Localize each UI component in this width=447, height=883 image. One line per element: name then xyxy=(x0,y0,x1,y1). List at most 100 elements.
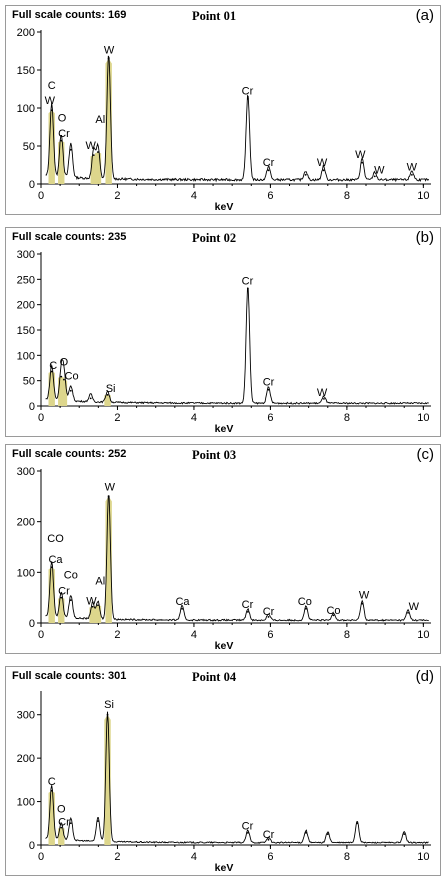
peak-point xyxy=(181,607,183,610)
panel-letter-label: (a) xyxy=(415,7,434,24)
peak-point xyxy=(361,602,364,605)
element-annotation: O xyxy=(58,113,67,125)
peak-point xyxy=(304,173,307,176)
element-annotation: Al xyxy=(95,575,105,587)
element-annotation: W xyxy=(374,164,385,176)
spectrum-line xyxy=(45,55,430,183)
x-tick-label: 4 xyxy=(191,851,197,863)
element-annotation: Si xyxy=(104,699,114,711)
element-annotation: Cr xyxy=(242,275,254,287)
x-tick-label: 4 xyxy=(191,190,197,202)
y-tick-label: 300 xyxy=(17,249,35,261)
y-tick-label: 100 xyxy=(17,350,35,362)
peak-point xyxy=(267,169,270,172)
x-tick-label: 0 xyxy=(38,851,44,863)
peak-point xyxy=(267,616,270,618)
y-tick-label: 100 xyxy=(17,567,35,579)
point-label: Point 02 xyxy=(192,231,237,245)
peak-point xyxy=(246,287,249,290)
element-annotation: Si xyxy=(106,383,116,395)
x-axis-label: keV xyxy=(214,862,234,874)
element-annotation: Cr xyxy=(263,157,275,169)
full-scale-counts-label: Full scale counts: 169 xyxy=(12,9,127,21)
y-tick-label: 250 xyxy=(17,274,35,286)
element-annotation: C xyxy=(49,360,57,372)
element-annotation: Cr xyxy=(58,586,70,598)
peak-point xyxy=(410,173,413,176)
element-annotation: Cr xyxy=(242,599,254,611)
element-annotation: W xyxy=(104,44,115,56)
element-annotation: Co xyxy=(326,605,340,617)
spectrum-line xyxy=(45,287,429,405)
peak-point xyxy=(50,370,53,373)
x-tick-label: 6 xyxy=(267,629,273,641)
x-axis-label: keV xyxy=(214,201,234,213)
peak-point xyxy=(323,398,325,400)
peak-point xyxy=(407,611,409,614)
element-annotation: Al xyxy=(95,114,105,126)
element-annotation: Co xyxy=(65,371,79,383)
element-annotation: Cr xyxy=(58,816,70,828)
x-tick-label: 0 xyxy=(38,412,44,424)
peak-point xyxy=(106,713,109,716)
peak-area xyxy=(104,394,111,406)
x-tick-label: 4 xyxy=(191,412,197,424)
x-tick-label: 4 xyxy=(191,629,197,641)
spectrum-panel-d: Full scale counts: 301 Point 04 (d) 0 100… xyxy=(5,666,441,876)
x-tick-label: 10 xyxy=(417,190,429,202)
peak-point xyxy=(246,97,249,100)
element-annotation: W xyxy=(359,590,370,602)
peak-point xyxy=(305,607,307,610)
y-tick-label: 0 xyxy=(29,401,35,413)
peak-point xyxy=(50,789,53,792)
panel-letter-label: (b) xyxy=(415,229,434,246)
x-tick-label: 2 xyxy=(114,629,120,641)
x-tick-label: 0 xyxy=(38,190,44,202)
peak-point xyxy=(107,57,110,60)
element-annotation: Cr xyxy=(58,128,70,140)
x-tick-label: 8 xyxy=(344,629,350,641)
peak-point xyxy=(326,833,329,836)
element-annotation: W xyxy=(86,140,97,152)
element-annotation: Cr xyxy=(242,85,254,97)
peak-point xyxy=(97,604,99,607)
peak-point xyxy=(69,599,72,602)
peak-point xyxy=(69,148,72,151)
y-tick-label: 300 xyxy=(17,710,35,722)
x-tick-label: 10 xyxy=(417,629,429,641)
element-annotation: W xyxy=(317,387,328,399)
peak-point xyxy=(60,826,63,829)
x-tick-label: 2 xyxy=(114,190,120,202)
element-annotation: Co xyxy=(298,596,312,608)
x-tick-label: 2 xyxy=(114,412,120,424)
peak-point xyxy=(60,596,63,599)
peak-point xyxy=(63,378,65,381)
y-tick-label: 150 xyxy=(17,325,35,337)
element-annotation: Ca xyxy=(48,554,63,566)
y-tick-label: 50 xyxy=(23,141,35,153)
full-scale-counts-label: Full scale counts: 235 xyxy=(12,231,127,243)
y-tick-label: 200 xyxy=(17,27,35,39)
element-annotation: CO xyxy=(47,533,64,545)
y-tick-label: 100 xyxy=(17,797,35,809)
peak-point xyxy=(322,169,325,172)
peak-point xyxy=(246,831,249,834)
y-tick-label: 200 xyxy=(17,753,35,765)
peak-point xyxy=(332,614,335,617)
peak-point xyxy=(50,109,53,112)
peak-point xyxy=(106,393,109,396)
y-tick-label: 100 xyxy=(17,103,35,115)
full-scale-counts-label: Full scale counts: 252 xyxy=(12,448,127,460)
element-annotation: Ca xyxy=(175,596,190,608)
element-annotation: O xyxy=(60,356,69,368)
y-tick-label: 200 xyxy=(17,517,35,529)
peak-point xyxy=(356,822,359,825)
spectrum-line xyxy=(45,711,429,845)
x-tick-label: 6 xyxy=(267,190,273,202)
peak-point xyxy=(97,820,99,823)
element-annotation: Co xyxy=(64,569,78,581)
panel-letter-label: (c) xyxy=(416,446,435,463)
peak-point xyxy=(361,161,364,164)
